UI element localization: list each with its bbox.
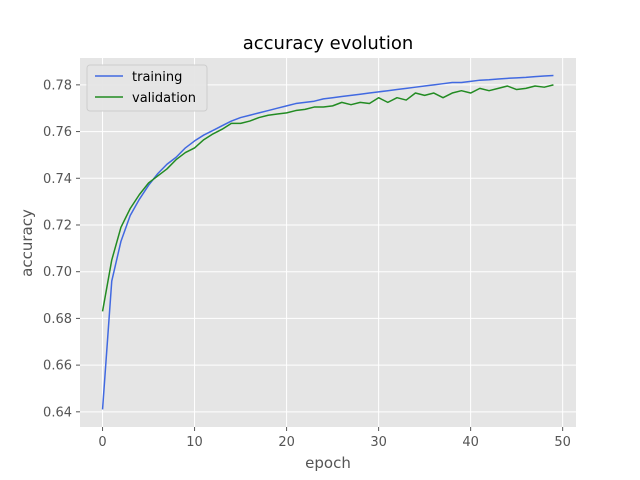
x-tick-label: 40	[462, 435, 479, 450]
series-lines	[101, 74, 554, 410]
tick-labels: 0 10 20 30 40 50 0.64 0.66 0.68 0.70 0.72 0.74 0.76 0…	[43, 78, 571, 450]
legend: training validation	[86, 64, 208, 112]
y-tick-label: 0.70	[43, 265, 72, 280]
y-tick-label: 0.64	[43, 405, 72, 420]
x-tick-label: 20	[278, 435, 295, 450]
x-axis-label: epoch	[305, 454, 351, 472]
y-tick-label: 0.74	[43, 172, 72, 187]
x-tick-label: 30	[370, 435, 387, 450]
x-tick-label: 10	[186, 435, 203, 450]
y-axis-label: accuracy	[18, 209, 36, 277]
series-line-validation	[101, 84, 554, 312]
grid-lines	[80, 58, 576, 427]
y-tick-label: 0.78	[43, 78, 72, 93]
plot-area	[80, 58, 576, 427]
y-tick-label: 0.68	[43, 312, 72, 327]
legend-label-training: training	[132, 70, 182, 85]
x-tick-label: 0	[98, 435, 106, 450]
legend-label-validation: validation	[132, 91, 196, 106]
x-tick-label: 50	[554, 435, 571, 450]
y-tick-label: 0.72	[43, 218, 72, 233]
y-tick-label: 0.66	[43, 359, 72, 374]
chart-title: accuracy evolution	[243, 33, 414, 54]
series-line-training	[101, 74, 554, 410]
y-tick-label: 0.76	[43, 125, 72, 140]
